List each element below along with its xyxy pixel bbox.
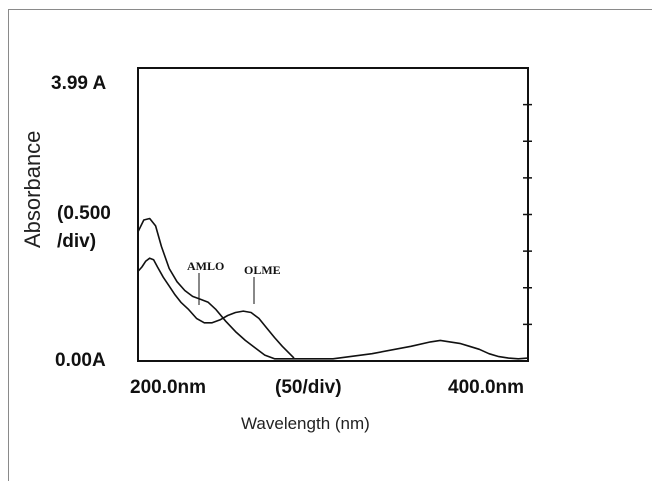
frame-border-top [8, 9, 652, 10]
series-line-amlo [137, 257, 295, 359]
series-group [137, 217, 529, 360]
x-tick-middle: (50/div) [275, 377, 342, 398]
y-tick-bottom: 0.00A [55, 350, 106, 371]
series-line-olme [137, 217, 529, 360]
series-label-amlo: AMLO [187, 259, 225, 273]
series-label-olme: OLME [244, 263, 281, 277]
x-tick-right: 400.0nm [448, 377, 525, 398]
y-tick-middle-line2: /div) [57, 231, 97, 252]
x-tick-left: 200.0nm [130, 377, 207, 398]
y-tick-middle-line1: (0.500 [57, 203, 111, 224]
plot-area-border [137, 67, 529, 362]
y-tick-top: 3.99 A [51, 73, 107, 94]
x-axis-label: Wavelength (nm) [241, 414, 370, 433]
axis-ticks [523, 103, 532, 326]
frame-border-left [8, 9, 9, 481]
